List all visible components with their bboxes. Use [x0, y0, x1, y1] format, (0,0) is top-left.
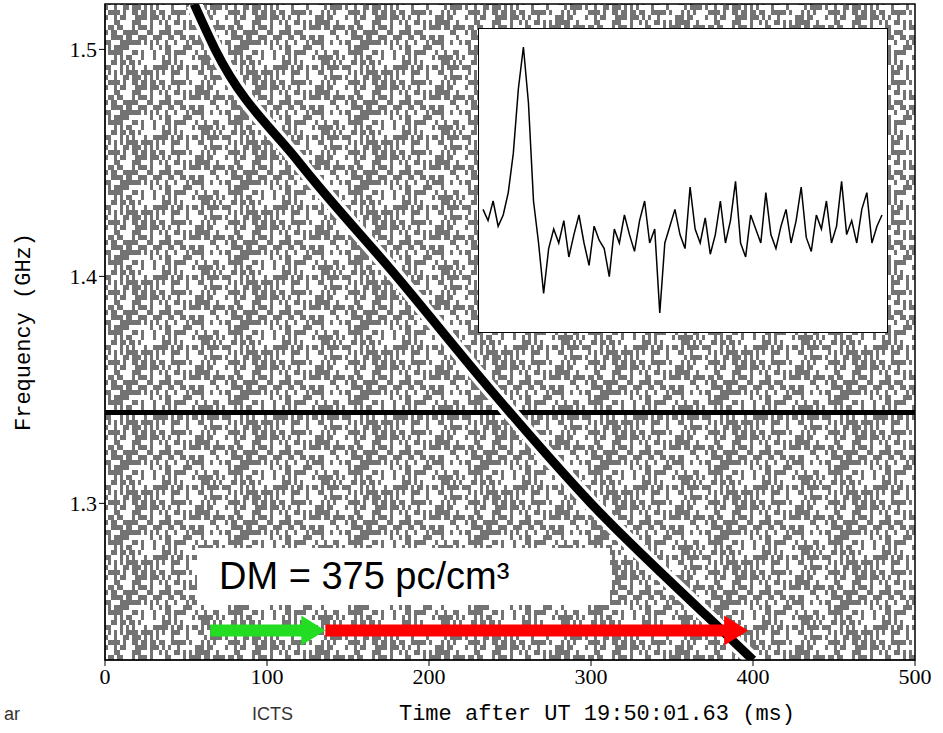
svg-text:200: 200 — [413, 664, 446, 689]
svg-text:500: 500 — [899, 664, 932, 689]
svg-text:Frequency (GHz): Frequency (GHz) — [12, 233, 37, 431]
svg-text:ICTS: ICTS — [252, 704, 293, 724]
svg-text:Time after UT 19:50:01.63 (ms): Time after UT 19:50:01.63 (ms) — [399, 702, 795, 727]
svg-text:ar: ar — [4, 704, 20, 724]
svg-text:300: 300 — [575, 664, 608, 689]
html-text:DM = 375 pc/cm³: DM = 375 pc/cm³ — [219, 555, 510, 597]
svg-text:1.5: 1.5 — [70, 37, 98, 62]
svg-text:100: 100 — [251, 664, 284, 689]
svg-text:400: 400 — [737, 664, 770, 689]
svg-text:0: 0 — [100, 664, 111, 689]
svg-text:1.3: 1.3 — [70, 491, 98, 516]
svg-text:1.4: 1.4 — [70, 264, 98, 289]
